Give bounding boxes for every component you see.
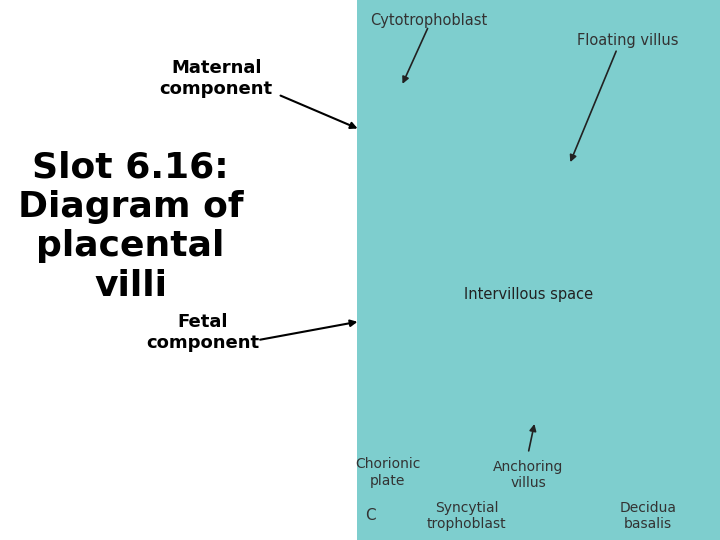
- Text: Maternal
component: Maternal component: [160, 59, 273, 98]
- Text: C: C: [365, 508, 376, 523]
- Text: Chorionic
plate: Chorionic plate: [355, 457, 420, 488]
- Text: Cytotrophoblast: Cytotrophoblast: [370, 13, 487, 28]
- Text: Anchoring
villus: Anchoring villus: [493, 460, 563, 490]
- Text: Slot 6.16:
Diagram of
placental
villi: Slot 6.16: Diagram of placental villi: [18, 151, 243, 303]
- Text: Fetal
component: Fetal component: [146, 313, 259, 352]
- Text: Intervillous space: Intervillous space: [464, 287, 593, 302]
- Text: Decidua
basalis: Decidua basalis: [619, 501, 677, 531]
- Text: Syncytial
trophoblast: Syncytial trophoblast: [427, 501, 506, 531]
- FancyBboxPatch shape: [357, 0, 720, 540]
- Text: Floating villus: Floating villus: [577, 33, 678, 48]
